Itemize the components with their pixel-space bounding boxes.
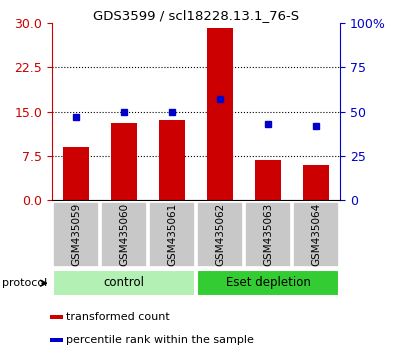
Bar: [111, 123, 137, 200]
Bar: [63, 147, 89, 200]
Title: GDS3599 / scl18228.13.1_76-S: GDS3599 / scl18228.13.1_76-S: [93, 9, 299, 22]
Bar: [197, 202, 243, 267]
Bar: [159, 120, 185, 200]
Text: GSM435064: GSM435064: [311, 203, 321, 266]
Bar: [197, 270, 339, 296]
Bar: [207, 28, 233, 200]
Text: GSM435060: GSM435060: [119, 203, 129, 266]
Bar: [53, 270, 195, 296]
Text: GSM435059: GSM435059: [71, 203, 81, 266]
Bar: [149, 202, 195, 267]
Bar: [101, 202, 147, 267]
Bar: [293, 202, 339, 267]
Bar: [245, 202, 291, 267]
Text: control: control: [104, 276, 144, 289]
Text: percentile rank within the sample: percentile rank within the sample: [66, 335, 254, 346]
Text: protocol: protocol: [2, 278, 47, 288]
Text: Eset depletion: Eset depletion: [226, 276, 310, 289]
Text: transformed count: transformed count: [66, 312, 170, 322]
Text: GSM435061: GSM435061: [167, 203, 177, 266]
Bar: [53, 202, 99, 267]
Text: GSM435063: GSM435063: [263, 203, 273, 266]
Bar: [50, 338, 64, 342]
Bar: [50, 315, 64, 319]
Text: GSM435062: GSM435062: [215, 203, 225, 266]
Bar: [303, 165, 329, 200]
Bar: [255, 160, 281, 200]
